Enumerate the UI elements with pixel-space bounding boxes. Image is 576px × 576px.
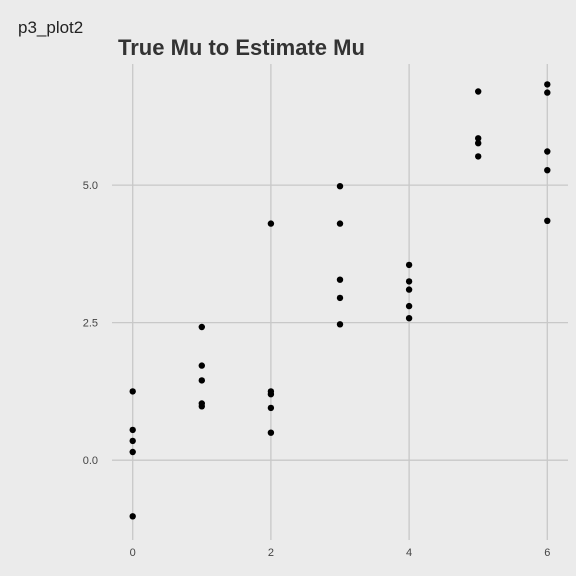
data-point	[129, 437, 136, 445]
x-tick-label: 0	[130, 547, 136, 559]
x-tick-label: 6	[544, 547, 550, 559]
data-point	[336, 220, 344, 227]
data-point	[544, 167, 551, 174]
data-point	[129, 513, 136, 520]
y-axis-tick-labels: 0.0 2.5 5.0	[83, 180, 98, 467]
data-point	[405, 302, 413, 310]
data-point	[475, 140, 482, 147]
data-point	[336, 276, 344, 283]
grid-lines	[112, 64, 568, 540]
data-point	[129, 448, 136, 456]
data-point	[336, 294, 344, 302]
data-point	[336, 321, 344, 328]
data-point	[475, 135, 482, 142]
data-point	[544, 89, 551, 96]
data-point	[405, 315, 413, 322]
y-tick-label: 2.5	[83, 318, 98, 330]
data-points	[129, 81, 551, 520]
data-point	[267, 220, 275, 227]
data-point	[129, 388, 136, 395]
data-point	[336, 183, 344, 190]
plot-label: p3_plot2	[18, 18, 84, 37]
y-tick-label: 5.0	[83, 180, 98, 192]
data-point	[544, 217, 551, 224]
data-point	[267, 404, 275, 412]
data-point	[405, 261, 413, 269]
data-point	[198, 377, 205, 384]
data-point	[198, 403, 205, 410]
chart-title: True Mu to Estimate Mu	[118, 35, 365, 60]
data-point	[129, 426, 136, 434]
x-tick-label: 4	[406, 547, 412, 559]
data-point	[405, 286, 413, 293]
data-point	[544, 81, 551, 88]
data-point	[475, 88, 482, 95]
data-point	[267, 391, 275, 398]
data-point	[267, 429, 275, 436]
data-point	[544, 148, 551, 155]
data-point	[475, 153, 482, 160]
x-axis-tick-labels: 0 2 4 6	[130, 547, 551, 559]
data-point	[405, 278, 413, 285]
data-point	[198, 323, 205, 331]
x-tick-label: 2	[268, 547, 274, 559]
y-tick-label: 0.0	[83, 455, 98, 467]
data-point	[198, 362, 205, 369]
